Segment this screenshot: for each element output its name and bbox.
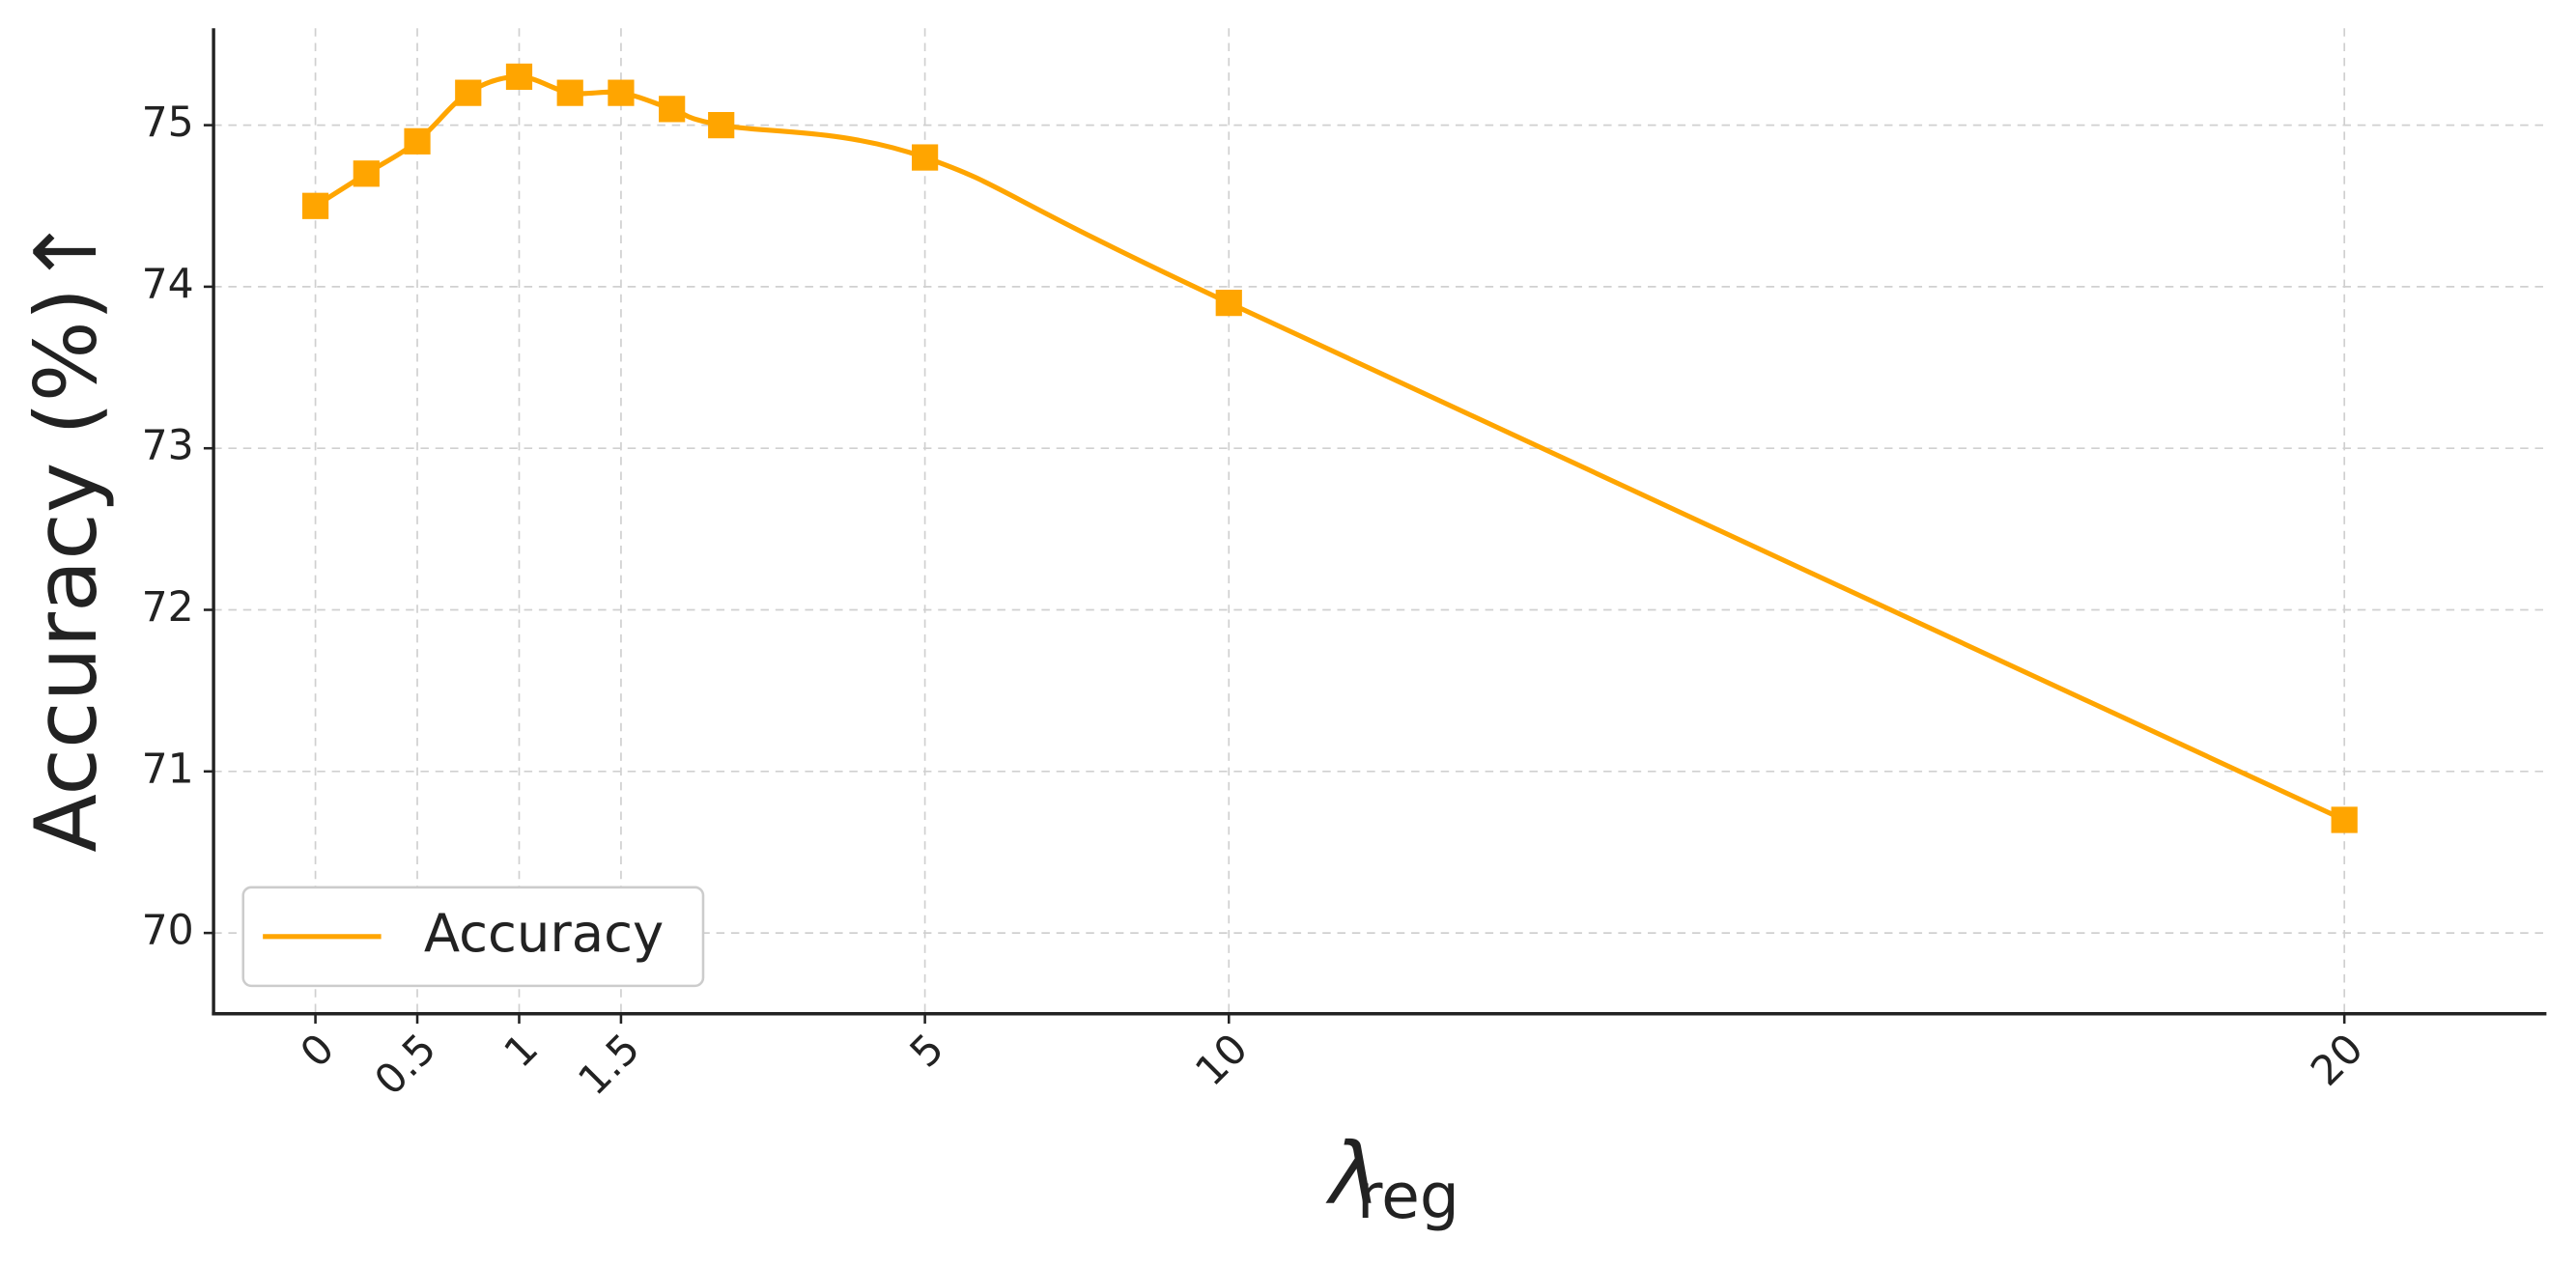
y-tick-label: 73 — [142, 423, 194, 470]
point-marker — [505, 63, 533, 91]
point-marker — [1215, 290, 1242, 317]
point-marker — [708, 111, 735, 139]
y-tick-label: 75 — [142, 99, 194, 147]
x-tick-label: 20 — [2303, 1026, 2373, 1096]
legend-box — [241, 886, 705, 988]
x-tick-label: 10 — [1187, 1026, 1258, 1096]
point-marker — [301, 192, 329, 219]
point-marker — [659, 96, 686, 123]
x-tick-label: 1 — [495, 1026, 548, 1078]
point-marker — [911, 144, 939, 171]
point-marker — [556, 79, 583, 106]
x-tick-label: 0.5 — [366, 1026, 445, 1105]
y-axis-label: Accuracy (%)↑ — [16, 216, 116, 853]
y-tick-label: 72 — [142, 584, 194, 632]
point-marker — [455, 79, 482, 106]
legend-label: Accuracy — [424, 902, 664, 964]
x-tick-label: 5 — [901, 1026, 953, 1078]
x-axis-label: λ — [1325, 1124, 1379, 1224]
y-tick-label: 70 — [142, 908, 194, 955]
point-marker — [353, 160, 380, 187]
line — [314, 73, 2346, 823]
x-tick-label: 1.5 — [570, 1026, 649, 1105]
x-tick-label: 0 — [292, 1026, 344, 1078]
y-tick-label: 74 — [142, 261, 194, 308]
point-marker — [2331, 806, 2358, 833]
x-axis-label-subscript: reg — [1357, 1161, 1459, 1233]
point-marker — [404, 127, 431, 155]
y-tick-label: 71 — [142, 746, 194, 793]
point-marker — [608, 79, 635, 106]
